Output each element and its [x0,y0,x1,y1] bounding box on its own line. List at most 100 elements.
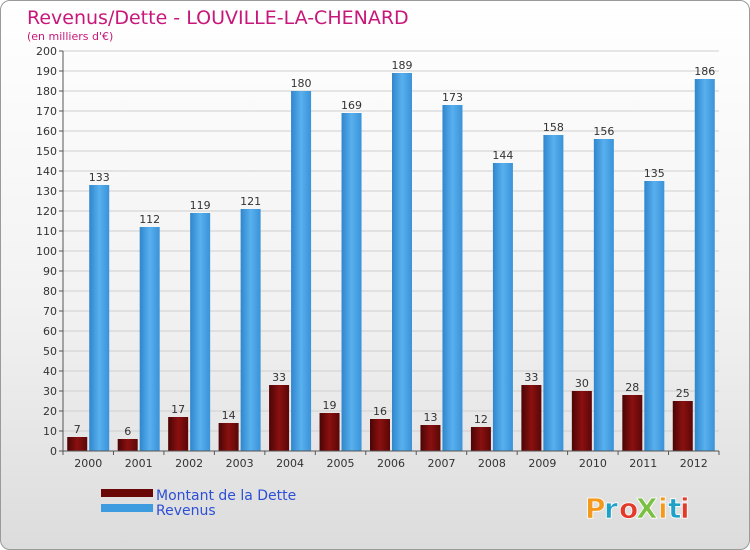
legend: Montant de la Dette Revenus [101,488,296,519]
x-axis-ticks: 2000 2001 2002 2003 2004 2005 2006 2007 2008 2009… [62,451,720,470]
value-label: 19 [323,399,337,412]
value-label: 158 [543,121,564,134]
x-tick-label: 2005 [327,457,355,470]
x-tick-label: 2004 [276,457,304,470]
y-tick-label: 30 [43,385,57,398]
y-tick-label: 130 [36,185,57,198]
logo-letter: i [680,492,690,525]
value-label: 16 [373,405,387,418]
y-tick-label: 10 [43,425,57,438]
bar-debt [370,419,390,451]
bars [67,73,715,451]
chart-subtitle: (en milliers d'€) [27,30,113,43]
value-label: 156 [593,125,614,138]
value-label: 33 [524,371,538,384]
y-tick-label: 40 [43,365,57,378]
value-label: 173 [442,91,463,104]
y-tick-label: 60 [43,325,57,338]
value-label: 13 [423,411,437,424]
value-label: 133 [89,171,110,184]
bar-debt [420,425,441,451]
value-label: 121 [240,195,261,208]
bar-debt [319,413,340,451]
logo-letter: X [636,492,658,525]
x-tick-label: 2012 [680,457,708,470]
x-tick-label: 2002 [175,457,203,470]
logo-letter: t [668,492,681,525]
axes [62,51,719,452]
y-tick-label: 0 [50,445,57,458]
value-label: 169 [341,99,362,112]
legend-swatch-debt [101,489,153,497]
x-tick-label: 2001 [125,457,153,470]
bar-revenus [341,113,362,451]
x-tick-label: 2003 [226,457,254,470]
proxiti-logo: Pr oX i ti [585,492,690,526]
x-tick-label: 2008 [478,457,506,470]
value-label: 119 [190,199,211,212]
data-labels: 7 133 6 112 17 119 14 121 33 180 19 169 16 189 13 173 12… [74,59,716,438]
legend-label-debt: Montant de la Dette [156,488,296,504]
bar-debt [117,439,138,451]
y-tick-label: 110 [36,225,57,238]
bar-debt [470,427,491,451]
bar-debt [168,417,189,451]
bar-debt [571,391,592,451]
bar-revenus [492,163,513,451]
y-tick-label: 90 [43,265,57,278]
bar-revenus [139,227,160,451]
value-label: 14 [222,409,236,422]
x-tick-label: 2006 [377,457,405,470]
value-label: 112 [139,213,160,226]
logo-letter: r [604,492,618,525]
bar-revenus [644,181,665,451]
value-label: 6 [124,425,131,438]
y-tick-label: 170 [36,105,57,118]
y-tick-label: 80 [43,285,57,298]
bar-debt [521,385,542,451]
y-tick-label: 140 [36,165,57,178]
x-tick-label: 2007 [427,457,455,470]
logo-letter: i [658,492,668,525]
bar-revenus [593,139,614,451]
value-label: 186 [694,65,715,78]
grid-lines [63,50,719,452]
y-tick-label: 100 [36,245,57,258]
x-tick-label: 2010 [579,457,607,470]
bar-revenus [694,79,715,451]
logo-letter: o [619,492,638,525]
legend-swatch-revenus [101,504,153,512]
y-tick-label: 160 [36,125,57,138]
chart-title: Revenus/Dette - LOUVILLE-LA-CHENARD [27,7,409,29]
y-tick-label: 180 [36,85,57,98]
y-tick-label: 20 [43,405,57,418]
value-label: 180 [291,77,312,90]
value-label: 189 [392,59,413,72]
x-tick-label: 2009 [528,457,556,470]
legend-label-revenus: Revenus [156,503,216,519]
value-label: 28 [625,381,639,394]
y-axis-ticks: 0 10 20 30 40 50 60 70 80 90 100 110 120 130 140 150 160… [36,45,63,458]
value-label: 135 [644,167,665,180]
y-tick-label: 70 [43,305,57,318]
bar-revenus [89,185,110,451]
x-tick-label: 2011 [629,457,657,470]
bar-debt [218,423,239,451]
bar-debt [672,401,693,451]
bar-debt [269,385,290,451]
x-tick-label: 2000 [74,457,102,470]
value-label: 7 [74,423,81,436]
bar-revenus [240,209,261,451]
bar-debt [67,437,88,451]
value-label: 33 [272,371,286,384]
bar-revenus [392,73,412,451]
y-tick-label: 190 [36,65,57,78]
value-label: 12 [474,413,488,426]
y-tick-label: 120 [36,205,57,218]
y-tick-label: 50 [43,345,57,358]
bar-revenus [190,213,211,451]
bar-revenus [291,91,312,451]
bar-debt [622,395,643,451]
